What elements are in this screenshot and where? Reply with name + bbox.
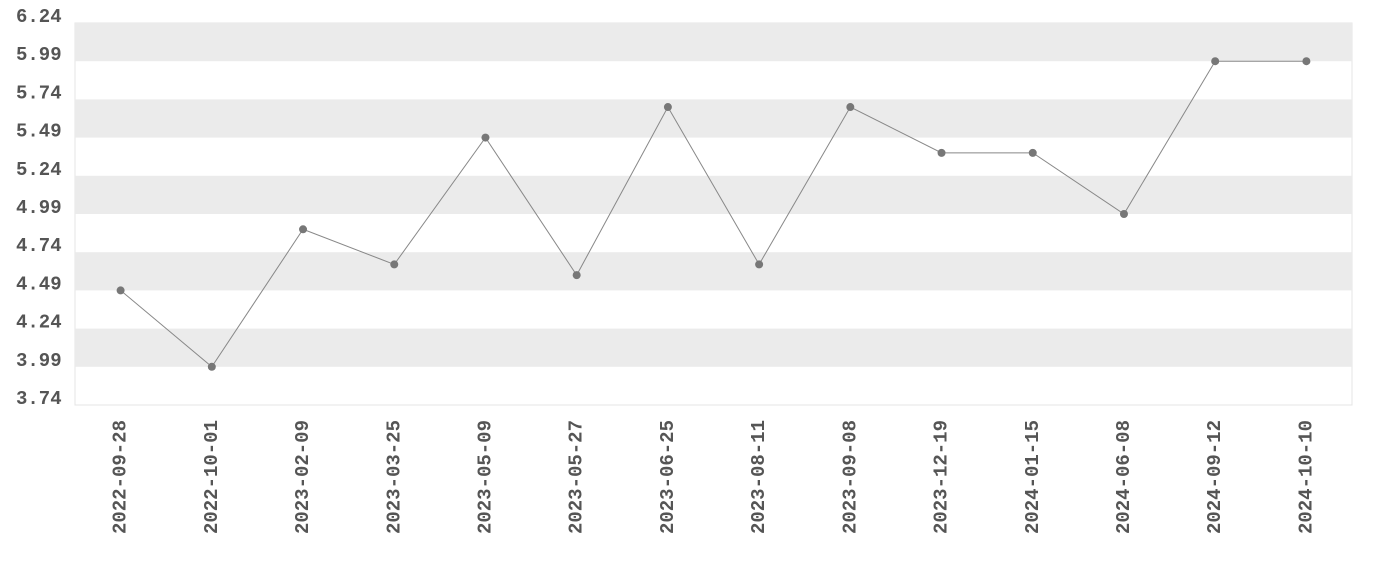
y-tick-label: 3.74 xyxy=(16,388,62,410)
x-tick-label: 2023-09-08 xyxy=(839,420,861,534)
y-tick-label: 5.74 xyxy=(16,82,62,104)
point xyxy=(390,260,399,269)
point xyxy=(755,260,764,269)
y-tick-label: 3.99 xyxy=(16,350,62,372)
grid-band xyxy=(75,175,1352,214)
point xyxy=(207,362,216,371)
x-tick-label: 2024-06-08 xyxy=(1113,420,1135,534)
point xyxy=(937,148,946,157)
y-tick-label: 4.24 xyxy=(16,312,62,334)
y-tick-label: 4.74 xyxy=(16,235,62,257)
y-tick-label: 5.24 xyxy=(16,159,62,181)
x-tick-label: 2023-08-11 xyxy=(748,420,770,534)
y-tick-label: 4.49 xyxy=(16,273,62,295)
x-tick-label: 2024-10-10 xyxy=(1295,420,1317,534)
point xyxy=(1302,57,1311,66)
x-tick-label: 2024-09-12 xyxy=(1204,420,1226,534)
point xyxy=(663,103,672,112)
point xyxy=(116,286,125,295)
y-tick-label: 5.99 xyxy=(16,44,62,66)
point xyxy=(1028,148,1037,157)
x-tick-label: 2023-02-09 xyxy=(292,420,314,534)
x-tick-label: 2023-05-09 xyxy=(474,420,496,534)
point xyxy=(481,133,490,142)
y-tick-label: 4.99 xyxy=(16,197,62,219)
x-tick-label: 2022-10-01 xyxy=(201,420,223,534)
x-tick-label: 2023-06-25 xyxy=(657,420,679,534)
grid-band xyxy=(75,23,1352,62)
grid-band xyxy=(75,328,1352,367)
x-tick-label: 2024-01-15 xyxy=(1022,420,1044,534)
y-tick-label: 6.24 xyxy=(16,6,62,28)
point xyxy=(1119,210,1128,218)
point xyxy=(572,271,581,280)
grid-band xyxy=(75,99,1352,138)
x-tick-label: 2023-12-19 xyxy=(931,420,953,534)
y-tick-label: 5.49 xyxy=(16,121,62,143)
point xyxy=(846,103,855,112)
point xyxy=(1211,57,1220,66)
point xyxy=(299,225,308,234)
x-tick-label: 2022-09-28 xyxy=(110,420,132,534)
x-tick-label: 2023-05-27 xyxy=(566,420,588,534)
line xyxy=(120,60,1307,368)
x-tick-label: 2023-03-25 xyxy=(383,420,405,534)
grid-band xyxy=(75,252,1352,291)
